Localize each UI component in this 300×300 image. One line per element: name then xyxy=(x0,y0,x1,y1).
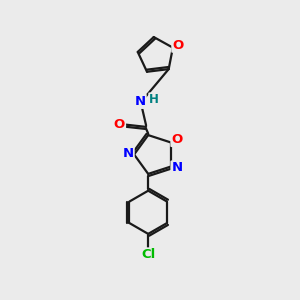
Text: O: O xyxy=(171,133,183,146)
Text: N: N xyxy=(122,146,134,160)
Text: Cl: Cl xyxy=(141,248,155,261)
Text: N: N xyxy=(134,95,146,108)
Text: O: O xyxy=(172,39,184,52)
Text: H: H xyxy=(149,93,159,106)
Text: N: N xyxy=(171,161,183,175)
Text: O: O xyxy=(114,118,125,131)
